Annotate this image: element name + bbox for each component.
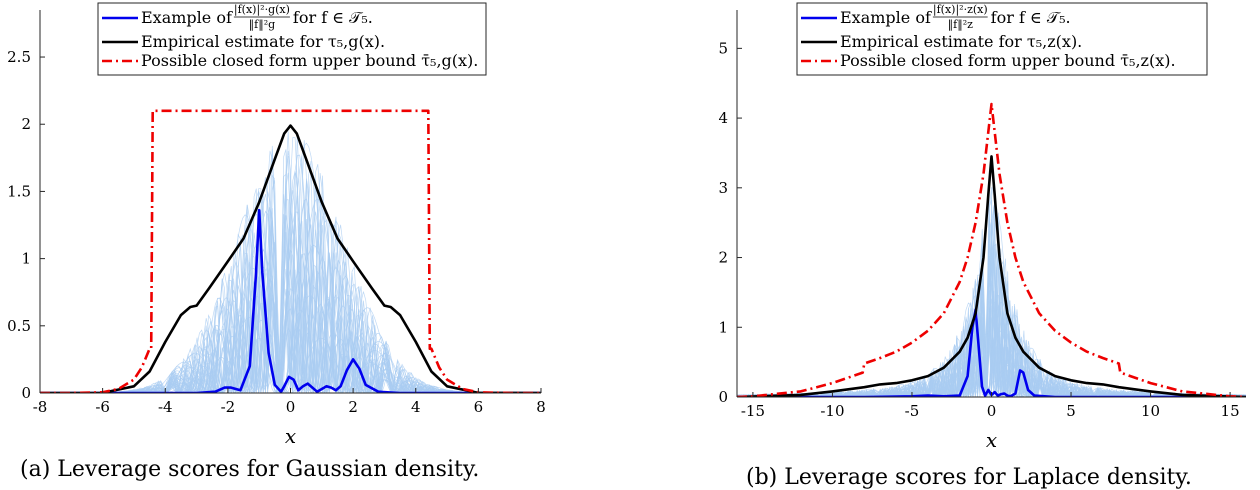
legend-fraction-numerator: |f(x)|²·z(x) bbox=[933, 3, 988, 17]
x-tick-label: -4 bbox=[158, 398, 173, 416]
y-tick-label: 1 bbox=[718, 318, 728, 336]
y-tick-label: 1 bbox=[21, 250, 31, 268]
legend-fraction-denominator: ‖f‖²g bbox=[249, 18, 276, 32]
legend-label-empirical: Empirical estimate for τ₅,z(x). bbox=[840, 32, 1082, 51]
series-line-upper-bound bbox=[40, 109, 541, 393]
legend-box bbox=[796, 2, 1208, 76]
plot-area bbox=[737, 102, 1246, 397]
legend-label-example-suffix: for f ∈ 𝒯₅. bbox=[293, 8, 373, 27]
series-line-example bbox=[40, 208, 541, 393]
ensemble-curves-0 bbox=[40, 131, 541, 393]
x-tick-label: 8 bbox=[536, 398, 546, 416]
ensemble-curves-1 bbox=[737, 177, 1246, 397]
legend-label-upper-bound: Possible closed form upper bound τ̄₅,g(x… bbox=[141, 51, 478, 70]
series-line-empirical bbox=[40, 124, 541, 393]
y-tick-label: 0 bbox=[718, 388, 728, 406]
x-axis-label: x bbox=[285, 424, 296, 448]
legend-label-empirical: Empirical estimate for τ₅,g(x). bbox=[141, 32, 385, 51]
legend-label-example-prefix: Example of bbox=[840, 8, 932, 27]
x-tick-label: 4 bbox=[411, 398, 421, 416]
figure-caption: (a) Leverage scores for Gaussian density… bbox=[20, 457, 479, 482]
legend-label-example-prefix: Example of bbox=[141, 8, 233, 27]
x-tick-label: 5 bbox=[1066, 402, 1076, 420]
x-tick-label: -10 bbox=[820, 402, 844, 420]
x-tick-label: 2 bbox=[348, 398, 358, 416]
x-tick-label: 10 bbox=[1141, 402, 1160, 420]
chart-panel-a: -8 -6 -4 -2 0 2 4 6 8 0 0.5 1 1.5 2 2.5 x (a) Leverage s… bbox=[7, 2, 546, 482]
legend: Example of |f(x)|²·g(x)‖f‖²g for f ∈ 𝒯₅.… bbox=[97, 2, 487, 76]
legend: Example of |f(x)|²·z(x)‖f‖²z for f ∈ 𝒯₅.… bbox=[796, 2, 1208, 76]
x-tick-label: -15 bbox=[741, 402, 765, 420]
figure-caption: (b) Leverage scores for Laplace density. bbox=[746, 465, 1192, 490]
chart-panel-b: -15 -10 -5 0 5 10 15 0 1 2 3 4 5 x (b) Leverage scores… bbox=[718, 2, 1246, 490]
y-tick-label: 5 bbox=[718, 39, 728, 57]
y-tick-label: 4 bbox=[718, 109, 728, 127]
y-tick-label: 0 bbox=[21, 384, 31, 402]
x-tick-label: 15 bbox=[1221, 402, 1240, 420]
y-tick-label: 2 bbox=[21, 115, 31, 133]
x-tick-label: -2 bbox=[221, 398, 236, 416]
series-line-empirical bbox=[737, 155, 1246, 397]
x-tick-label: 0 bbox=[286, 398, 296, 416]
x-tick-label: -5 bbox=[905, 402, 920, 420]
x-tick-label: -8 bbox=[33, 398, 48, 416]
x-axis-label: x bbox=[986, 428, 997, 452]
legend-fraction-denominator: ‖f‖²z bbox=[948, 18, 973, 32]
x-tick-label: 6 bbox=[474, 398, 484, 416]
x-tick-label: -6 bbox=[95, 398, 110, 416]
legend-fraction-numerator: |f(x)|²·g(x) bbox=[234, 3, 290, 17]
y-tick-label: 2 bbox=[718, 249, 728, 267]
plot-area bbox=[40, 109, 541, 393]
y-tick-label: 2.5 bbox=[7, 48, 31, 66]
y-tick-label: 3 bbox=[718, 179, 728, 197]
y-tick-label: 1.5 bbox=[7, 182, 31, 200]
legend-label-upper-bound: Possible closed form upper bound τ̄₅,z(x… bbox=[840, 51, 1176, 70]
legend-label-example-suffix: for f ∈ 𝒯₅. bbox=[991, 8, 1071, 27]
x-tick-label: 0 bbox=[987, 402, 997, 420]
series-line-upper-bound bbox=[737, 102, 1246, 397]
y-tick-label: 0.5 bbox=[7, 317, 31, 335]
legend-box bbox=[97, 2, 487, 76]
